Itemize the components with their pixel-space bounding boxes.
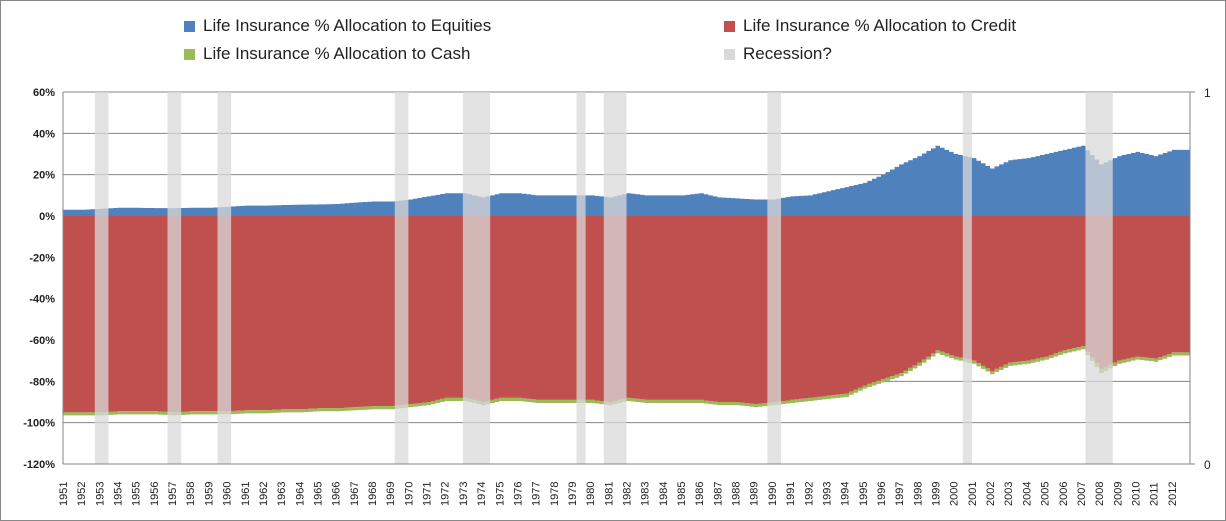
x-tick-label: 1973	[458, 482, 470, 506]
x-tick-label: 1997	[894, 482, 906, 506]
x-tick-label: 1956	[149, 482, 161, 506]
y-tick-label: 40%	[33, 128, 55, 140]
x-tick-label: 1986	[694, 482, 706, 506]
x-tick-label: 1983	[640, 482, 652, 506]
x-tick-label: 1963	[276, 482, 288, 506]
x-tick-label: 1954	[113, 482, 125, 506]
x-tick-label: 1977	[531, 482, 543, 506]
x-tick-label: 2007	[1076, 482, 1088, 506]
x-tick-label: 2005	[1040, 482, 1052, 506]
legend-recession: Recession?	[724, 44, 832, 64]
y-tick-label: -40%	[29, 294, 55, 306]
x-tick-label: 1985	[676, 482, 688, 506]
y-tick-label: 60%	[33, 87, 55, 99]
x-tick-label: 1992	[803, 482, 815, 506]
x-tick-label: 1971	[422, 482, 434, 506]
legend-swatch	[724, 20, 735, 32]
x-tick-label: 1957	[167, 482, 179, 506]
legend-swatch	[184, 20, 195, 32]
x-tick-label: 2001	[967, 482, 979, 506]
legend-label: Life Insurance % Allocation to Equities	[203, 16, 492, 35]
legend-label: Life Insurance % Allocation to Cash	[203, 44, 471, 63]
x-tick-label: 1960	[222, 482, 234, 506]
recession-bar	[167, 92, 182, 464]
x-tick-label: 1981	[603, 482, 615, 506]
x-tick-label: 1951	[58, 482, 70, 506]
x-tick-label: 1967	[349, 482, 361, 506]
x-tick-label: 1961	[240, 482, 252, 506]
x-tick-label: 1988	[731, 482, 743, 506]
x-tick-label: 1984	[658, 482, 670, 506]
legend-equities: Life Insurance % Allocation to Equities	[184, 16, 491, 36]
x-tick-label: 1982	[622, 482, 634, 506]
x-tick-label: 2002	[985, 482, 997, 506]
x-tick-label: 1958	[185, 482, 197, 506]
x-tick-label: 1980	[585, 482, 597, 506]
x-tick-label: 1987	[712, 482, 724, 506]
series-equities-area	[63, 145, 1190, 216]
x-tick-label: 1995	[858, 482, 870, 506]
recession-bar	[962, 92, 972, 464]
y-tick-label: -100%	[23, 418, 55, 430]
x-tick-label: 1990	[767, 482, 779, 506]
legend-label: Recession?	[743, 44, 832, 63]
x-tick-label: 2012	[1167, 482, 1179, 506]
legend-swatch	[184, 48, 195, 60]
x-tick-label: 1979	[567, 482, 579, 506]
y-tick-label: -80%	[29, 376, 55, 388]
y2-tick-label: 1	[1204, 86, 1211, 100]
recession-bar	[94, 92, 109, 464]
recession-bar	[1085, 92, 1113, 464]
recession-bar	[462, 92, 491, 464]
recession-bar	[217, 92, 232, 464]
x-tick-label: 1994	[840, 482, 852, 506]
legend-cash: Life Insurance % Allocation to Cash	[184, 44, 470, 64]
x-tick-label: 1965	[312, 482, 324, 506]
y-tick-label: 20%	[33, 170, 55, 182]
x-tick-label: 1966	[331, 482, 343, 506]
y-tick-label: -60%	[29, 335, 55, 347]
x-tick-label: 1962	[258, 482, 270, 506]
x-tick-label: 1969	[385, 482, 397, 506]
y2-tick-label: 0	[1204, 458, 1211, 472]
x-tick-label: 1968	[367, 482, 379, 506]
y-tick-label: -120%	[23, 459, 55, 471]
x-tick-label: 2003	[1003, 482, 1015, 506]
y-tick-label: -20%	[29, 252, 55, 264]
x-tick-label: 2010	[1130, 482, 1142, 506]
x-tick-label: 1970	[403, 482, 415, 506]
x-tick-label: 2008	[1094, 482, 1106, 506]
x-tick-label: 1955	[131, 482, 143, 506]
y-tick-label: 0%	[39, 211, 55, 223]
x-tick-label: 1998	[912, 482, 924, 506]
x-tick-label: 2011	[1149, 482, 1161, 506]
x-tick-label: 1976	[512, 482, 524, 506]
x-tick-label: 2006	[1058, 482, 1070, 506]
recession-bar	[767, 92, 782, 464]
x-tick-label: 2009	[1112, 482, 1124, 506]
x-tick-label: 1953	[94, 482, 106, 506]
legend-label: Life Insurance % Allocation to Credit	[743, 16, 1017, 35]
x-tick-label: 1964	[294, 482, 306, 506]
x-tick-label: 2004	[1021, 482, 1033, 506]
recession-bar	[603, 92, 627, 464]
recession-bar	[576, 92, 586, 464]
x-tick-label: 1959	[203, 482, 215, 506]
x-tick-label: 1975	[494, 482, 506, 506]
x-tick-label: 1952	[76, 482, 88, 506]
x-tick-label: 2000	[949, 482, 961, 506]
x-tick-label: 1996	[876, 482, 888, 506]
x-tick-label: 1972	[440, 482, 452, 506]
x-tick-label: 1974	[476, 482, 488, 506]
legend-swatch	[724, 48, 735, 60]
recession-bar	[394, 92, 409, 464]
x-tick-label: 1993	[821, 482, 833, 506]
x-tick-label: 1991	[785, 482, 797, 506]
x-tick-label: 1989	[749, 482, 761, 506]
legend-credit: Life Insurance % Allocation to Credit	[724, 16, 1016, 36]
x-tick-label: 1978	[549, 482, 561, 506]
x-tick-label: 1999	[931, 482, 943, 506]
